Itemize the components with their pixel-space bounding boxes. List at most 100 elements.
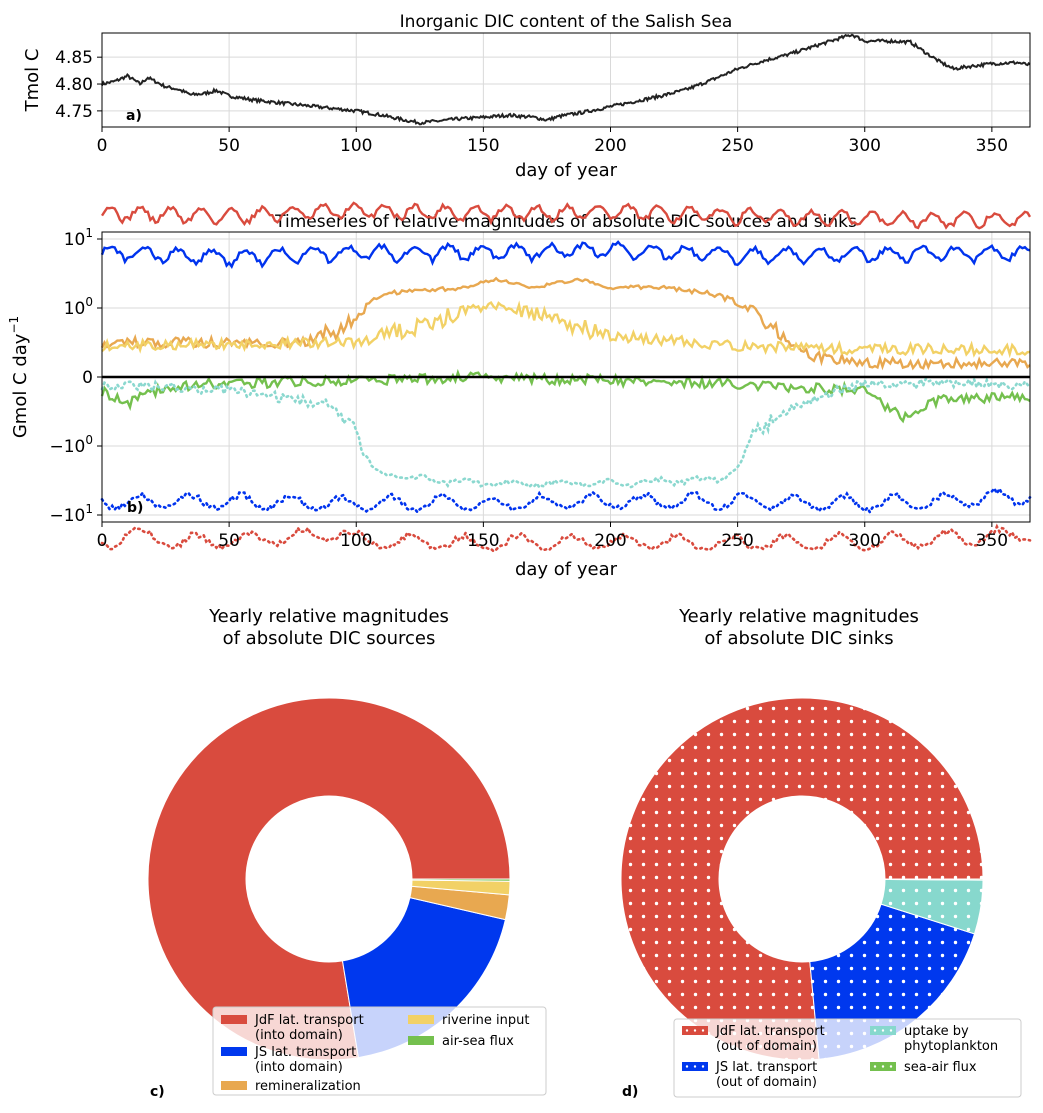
legend-label: air-sea flux	[442, 1034, 514, 1049]
legend-label: JS lat. transport	[254, 1045, 356, 1060]
legend-label: (into domain)	[255, 1028, 343, 1043]
panel-a: Inorganic DIC content of the Salish Sea …	[22, 12, 1031, 181]
legend-label: JS lat. transport	[715, 1060, 817, 1075]
legend-swatch-dot	[889, 1065, 893, 1068]
jdf-out-line	[100, 523, 1032, 553]
riverine-line	[101, 300, 1031, 359]
panel-b-x-ticks: 0 50 100 150 200 250 300 350	[97, 522, 1008, 551]
legend-swatch	[221, 1015, 247, 1024]
legend-box	[212, 1006, 547, 1096]
x-tick-label: 0	[97, 136, 108, 156]
uptake-line	[100, 375, 1032, 490]
legend-label: phytoplankton	[904, 1039, 998, 1054]
panel-d-title-line1: Yearly relative magnitudes	[678, 606, 919, 627]
donut-wedge-hatch	[621, 698, 983, 1060]
panel-a-series	[101, 33, 1031, 126]
y-tick-label: 4.75	[55, 102, 93, 122]
x-tick-label: 350	[976, 136, 1008, 156]
panel-b-xlabel: day of year	[515, 559, 618, 580]
legend-swatch-dot	[693, 1065, 697, 1068]
x-tick-label: 300	[849, 531, 881, 551]
legend-box	[673, 1018, 1022, 1098]
legend-label: (out of domain)	[716, 1039, 817, 1054]
panel-b-ylabel-exp: −1	[7, 316, 21, 334]
legend-label: (out of domain)	[716, 1075, 817, 1090]
panel-b-title: Timeseries of relative magnitudes of abs…	[274, 212, 857, 232]
panel-b-label: b)	[127, 500, 143, 516]
legend-swatch-dot	[693, 1029, 697, 1032]
x-tick-label: 300	[849, 136, 881, 156]
x-tick-label: 150	[467, 136, 499, 156]
panel-a-y-ticks: 4.75 4.80 4.85	[55, 48, 102, 122]
panel-a-x-ticks: 0 50 100 150 200 250 300 350	[97, 127, 1008, 156]
panel-b: Timeseries of relative magnitudes of abs…	[7, 201, 1032, 580]
panel-d-label: d)	[622, 1084, 638, 1100]
panel-c-title-line2: of absolute DIC sources	[223, 628, 436, 649]
panel-a-title: Inorganic DIC content of the Salish Sea	[400, 12, 733, 32]
panel-c-title-line1: Yearly relative magnitudes	[208, 606, 449, 627]
legend-swatch-dot	[873, 1065, 877, 1068]
panel-a-xlabel: day of year	[515, 160, 618, 181]
x-tick-label: 200	[594, 136, 626, 156]
y-tick-label: −100	[49, 433, 93, 457]
remineralization-line	[100, 276, 1031, 371]
panel-a-grid	[101, 33, 1030, 127]
y-tick-label: 101	[64, 226, 93, 250]
js-out-line	[100, 485, 1032, 515]
panel-c-legend: JdF lat. transport (into domain)JS lat. …	[212, 1006, 547, 1096]
legend-swatch-dot	[889, 1029, 893, 1032]
donut-wedge	[411, 878, 511, 882]
panel-d-donut	[620, 697, 984, 1061]
legend-swatch-dot	[685, 1065, 689, 1068]
panel-b-series	[100, 201, 1032, 553]
panel-d-legend: JdF lat. transport (out of domain)JS lat…	[673, 1018, 1022, 1098]
panel-b-y-ticks: 101 100 0 −100 −101	[49, 226, 102, 526]
y-tick-label: 4.80	[55, 75, 93, 95]
donut-wedge-hatch	[884, 879, 983, 881]
y-tick-label: 0	[82, 368, 93, 388]
x-tick-label: 50	[218, 136, 240, 156]
panel-b-ylabel-text: Gmol C day	[10, 333, 31, 438]
legend-swatch-dot	[701, 1065, 705, 1068]
x-tick-label: 200	[594, 531, 626, 551]
dic-content-line	[101, 33, 1031, 126]
x-tick-label: 250	[721, 531, 753, 551]
legend-label: uptake by	[904, 1024, 969, 1039]
legend-swatch	[408, 1036, 434, 1045]
jdf-in-line	[100, 201, 1032, 230]
x-tick-label: 50	[218, 531, 240, 551]
x-tick-label: 250	[721, 136, 753, 156]
legend-swatch-dot	[685, 1029, 689, 1032]
panel-a-ylabel: Tmol C	[22, 49, 43, 113]
legend-swatch	[221, 1047, 247, 1056]
panel-d-title-line2: of absolute DIC sinks	[704, 628, 893, 649]
legend-label: remineralization	[255, 1079, 361, 1094]
panel-c: Yearly relative magnitudes of absolute D…	[147, 606, 547, 1100]
legend-swatch	[408, 1015, 434, 1024]
legend-swatch-dot	[881, 1065, 885, 1068]
x-tick-label: 100	[340, 136, 372, 156]
legend-label: JdF lat. transport	[254, 1013, 364, 1028]
legend-label: riverine input	[442, 1013, 529, 1028]
panel-b-ylabel: Gmol C day−1	[7, 316, 31, 438]
x-tick-label: 150	[467, 531, 499, 551]
panel-d: Yearly relative magnitudes of absolute D…	[620, 606, 1022, 1100]
y-tick-label: −101	[49, 502, 93, 526]
donut-wedge-hatch	[881, 879, 983, 934]
x-tick-label: 100	[340, 531, 372, 551]
legend-swatch-dot	[881, 1029, 885, 1032]
y-tick-label: 100	[64, 295, 93, 319]
y-tick-label: 4.85	[55, 48, 93, 68]
air-sea-line	[100, 368, 1031, 424]
legend-swatch-dot	[873, 1029, 877, 1032]
legend-label: sea-air flux	[904, 1060, 977, 1075]
legend-label: JdF lat. transport	[715, 1024, 825, 1039]
legend-swatch	[221, 1081, 247, 1090]
legend-label: (into domain)	[255, 1060, 343, 1075]
legend-swatch-dot	[701, 1029, 705, 1032]
panel-c-donut	[147, 697, 511, 1061]
panel-a-frame	[101, 32, 1031, 128]
x-tick-label: 0	[97, 531, 108, 551]
x-tick-label: 350	[976, 531, 1008, 551]
